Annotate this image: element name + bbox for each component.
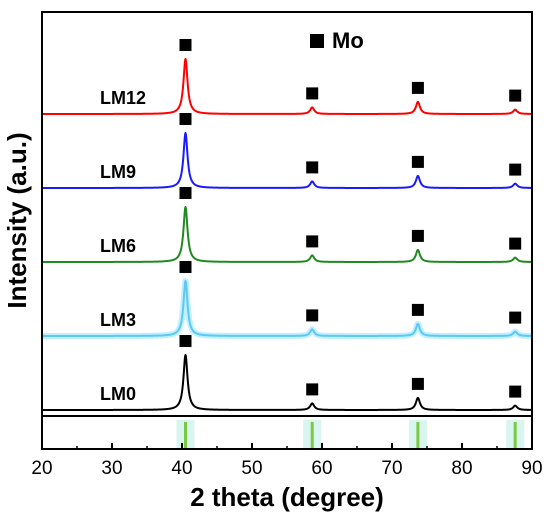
pattern-line-lm12 bbox=[41, 58, 533, 115]
peak-marker-lm6-1 bbox=[306, 235, 319, 248]
xrd-patterns: LM12 LM9 LM6 LM3 LM0 bbox=[39, 58, 535, 411]
x-tick-label-80: 80 bbox=[451, 458, 472, 479]
x-axis-title: 2 theta (degree) bbox=[190, 482, 384, 512]
peak-marker-lm12-2 bbox=[411, 81, 424, 94]
series-label-lm9: LM9 bbox=[100, 162, 136, 182]
pattern-line-lm3 bbox=[41, 280, 533, 337]
legend-label: Mo bbox=[332, 28, 364, 53]
peak-marker-lm9-0 bbox=[179, 113, 192, 125]
peak-marker-lm3-0 bbox=[179, 261, 192, 273]
x-tick-label-90: 90 bbox=[521, 458, 542, 479]
peak-marker-lm12-3 bbox=[509, 89, 522, 102]
legend: Mo bbox=[310, 28, 364, 53]
pattern-line-lm6 bbox=[41, 206, 533, 263]
peak-marker-lm0-2 bbox=[411, 377, 424, 390]
peak-marker-lm3-2 bbox=[411, 303, 424, 316]
x-tick-label-40: 40 bbox=[171, 458, 192, 479]
peak-marker-lm6-2 bbox=[411, 229, 424, 242]
peak-marker-lm6-3 bbox=[509, 237, 522, 250]
x-axis-ticks: 20 30 40 50 60 70 80 90 bbox=[31, 443, 543, 479]
reference-bars bbox=[176, 420, 525, 448]
mo-peak-markers bbox=[179, 39, 522, 398]
peak-marker-lm3-1 bbox=[306, 309, 319, 322]
series-label-lm12: LM12 bbox=[100, 88, 146, 108]
peak-marker-lm0-0 bbox=[179, 335, 192, 347]
legend-marker-square bbox=[310, 34, 324, 48]
x-tick-label-50: 50 bbox=[241, 458, 262, 479]
series-label-lm3: LM3 bbox=[100, 310, 136, 330]
peak-marker-lm9-2 bbox=[411, 155, 424, 168]
peak-marker-lm12-0 bbox=[179, 39, 192, 51]
x-tick-label-60: 60 bbox=[311, 458, 332, 479]
pattern-line-lm9 bbox=[41, 132, 533, 189]
peak-marker-lm0-3 bbox=[509, 385, 522, 398]
pattern-line-lm0 bbox=[41, 354, 533, 411]
x-tick-label-30: 30 bbox=[101, 458, 122, 479]
x-tick-label-70: 70 bbox=[381, 458, 402, 479]
peak-marker-lm9-1 bbox=[306, 161, 319, 174]
series-label-lm0: LM0 bbox=[100, 384, 136, 404]
peak-marker-lm9-3 bbox=[509, 163, 522, 176]
x-tick-label-20: 20 bbox=[31, 458, 52, 479]
peak-marker-lm0-1 bbox=[306, 383, 319, 396]
y-axis-title: Intensity (a.u.) bbox=[2, 132, 32, 308]
peak-marker-lm3-3 bbox=[509, 311, 522, 324]
series-label-lm6: LM6 bbox=[100, 236, 136, 256]
peak-marker-lm12-1 bbox=[306, 87, 319, 100]
peak-marker-lm6-0 bbox=[179, 187, 192, 199]
